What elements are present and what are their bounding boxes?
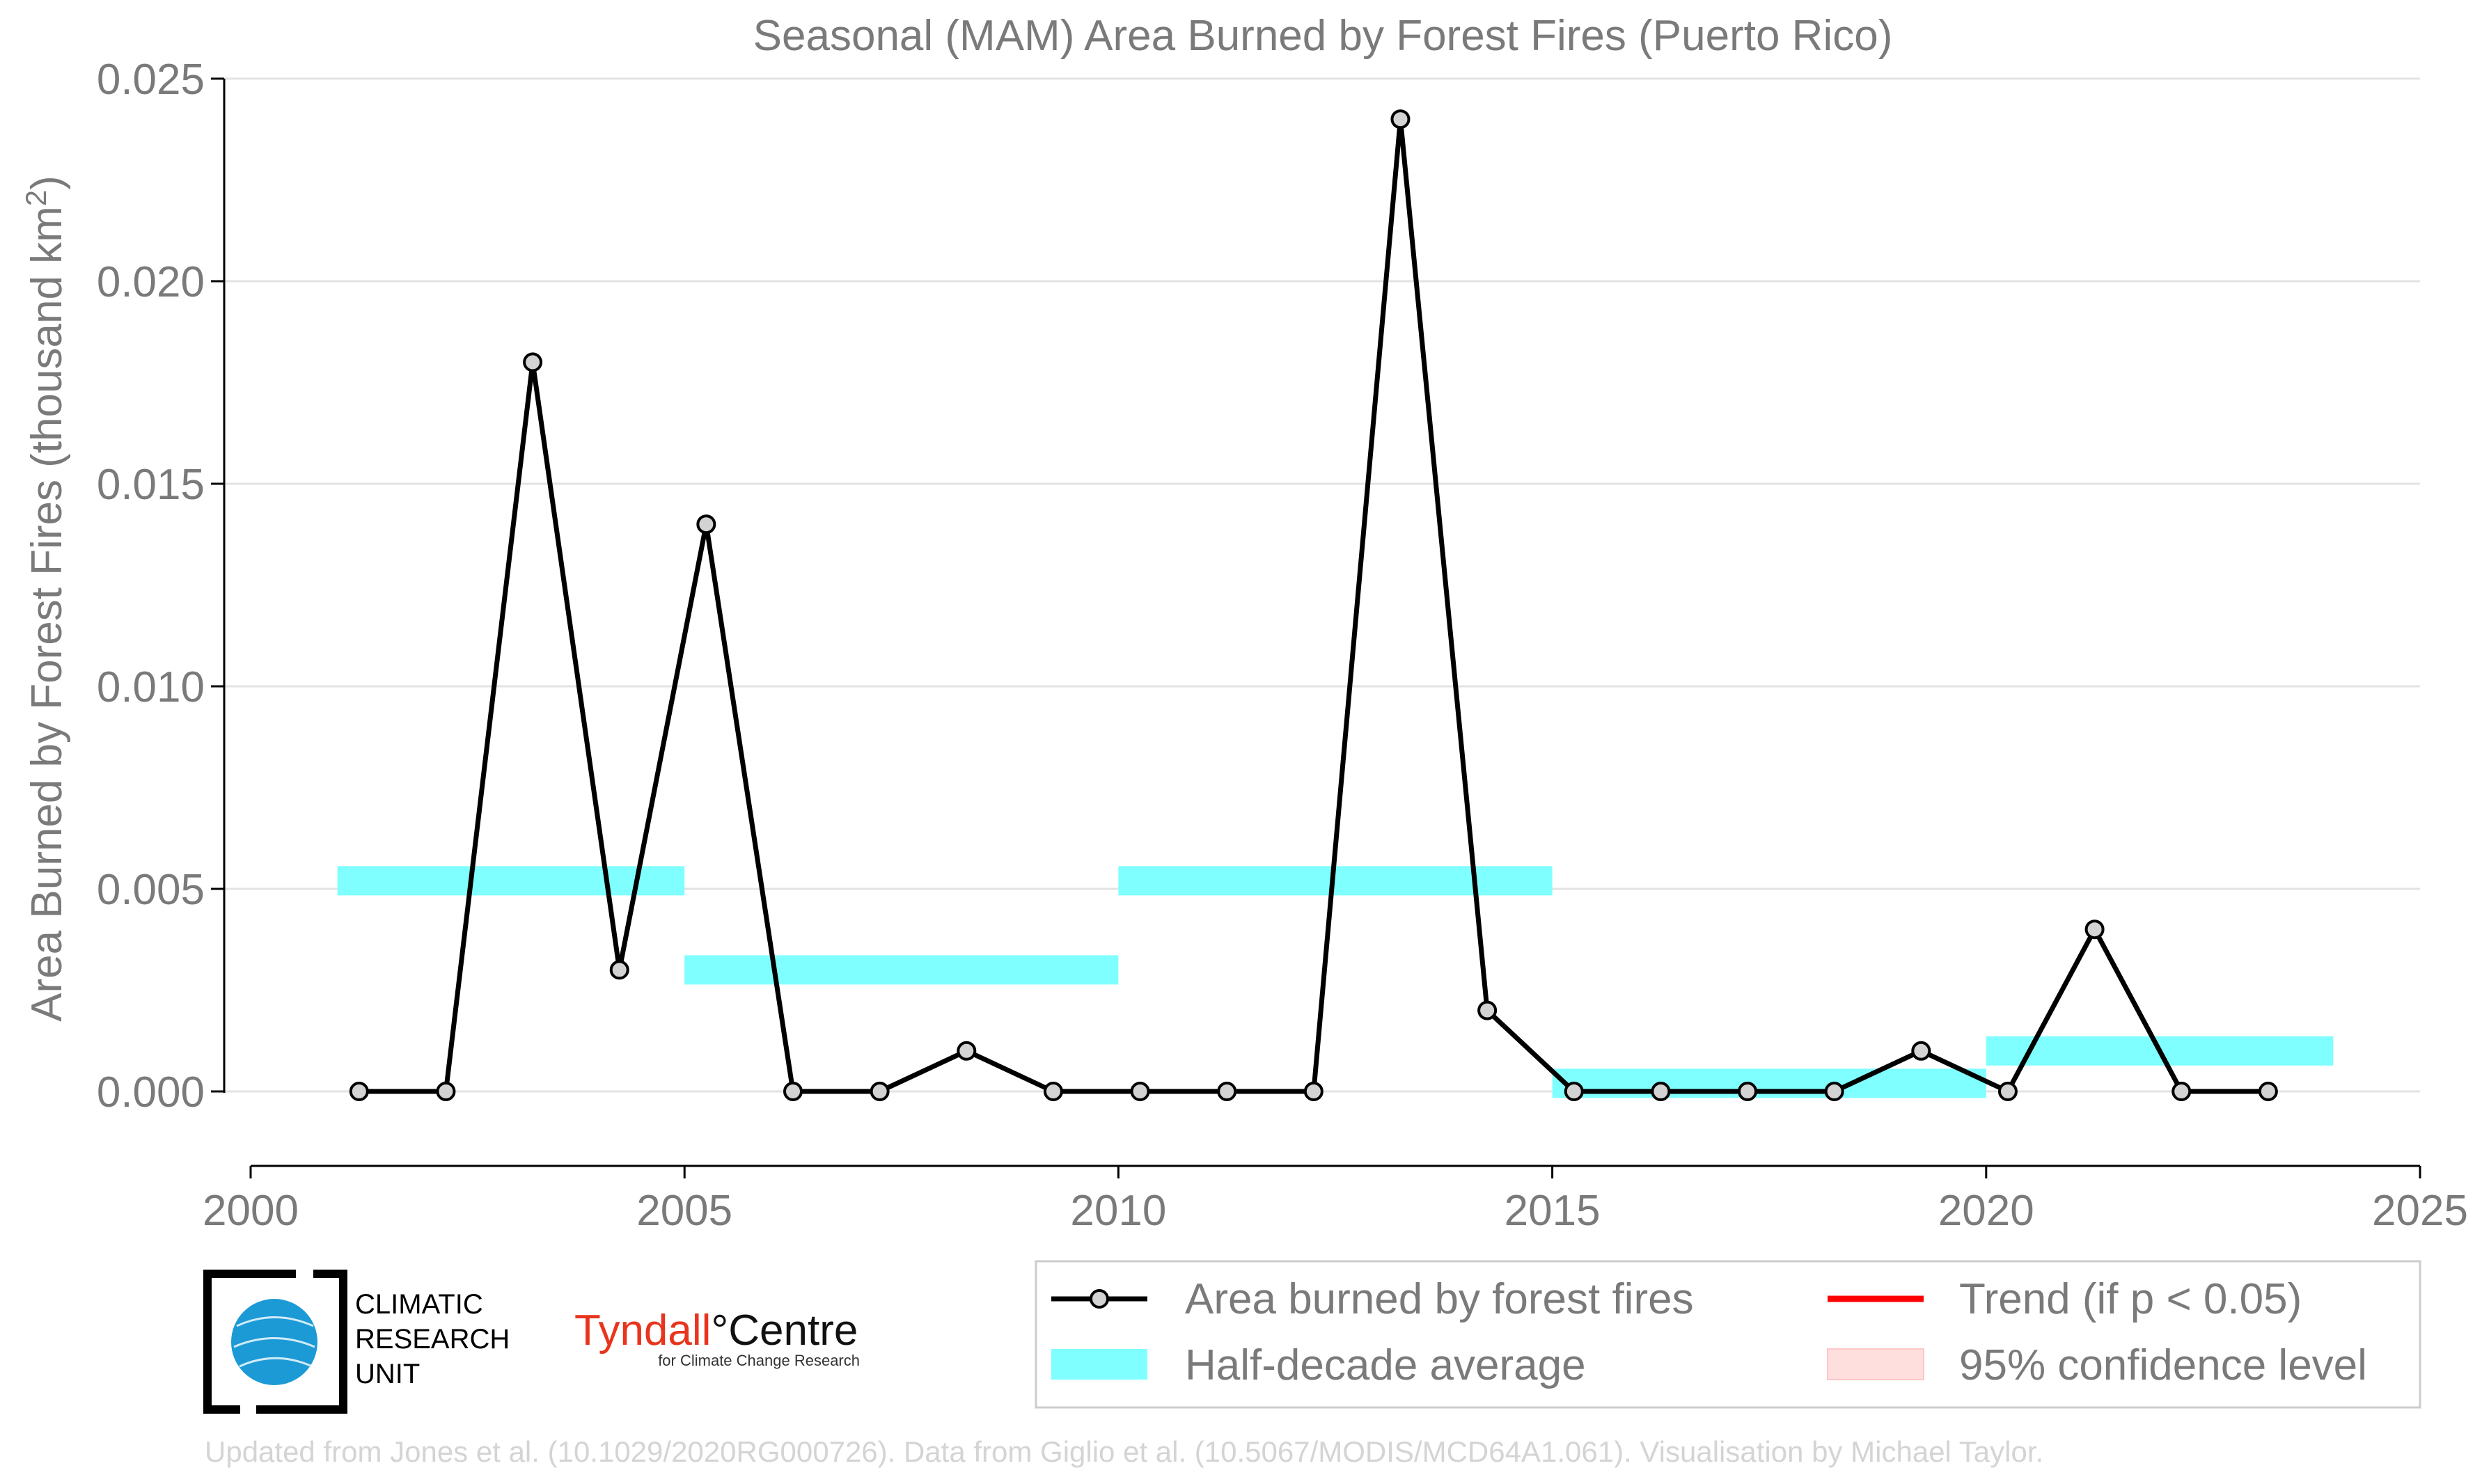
y-tick-label-3: 0.015: [97, 461, 205, 509]
data-point-21: [2171, 1082, 2192, 1101]
x-axis-ticks: 2000 2005 2010 2015 2020 2025: [203, 1166, 2468, 1235]
data-point-4: [696, 514, 716, 535]
y-axis-label-close: ): [23, 175, 71, 190]
legend-swatch-half-decade: [1051, 1349, 1147, 1380]
y-axis-label-main: Area Burned by Forest Fires (thousand km: [23, 206, 71, 1022]
legend-label-trend: Trend (if p < 0.05): [1959, 1275, 2302, 1323]
data-point-12: [1390, 109, 1411, 129]
data-point-20: [2084, 919, 2105, 940]
y-axis-label: Area Burned by Forest Fires (thousand km…: [19, 175, 71, 1022]
half-decade-bands: [337, 866, 2334, 1098]
y-tick-label-5: 0.025: [97, 56, 205, 104]
data-point-3: [609, 960, 629, 980]
y-tick-label-2: 0.010: [97, 663, 205, 711]
chart-title: Seasonal (MAM) Area Burned by Forest Fir…: [753, 12, 1893, 60]
x-tick-label-1: 2005: [636, 1187, 732, 1235]
data-point-17: [1824, 1082, 1844, 1101]
legend-label-half-decade: Half-decade average: [1185, 1341, 1586, 1389]
y-tick-label-0: 0.000: [97, 1068, 205, 1116]
tyndall-logo-word: Tyndall: [574, 1307, 711, 1355]
data-point-0: [349, 1082, 369, 1101]
x-tick-label-0: 2000: [203, 1187, 299, 1235]
data-point-13: [1477, 1000, 1498, 1020]
data-point-9: [1130, 1082, 1150, 1101]
y-axis-ticks: 0.000 0.005 0.010 0.015 0.020 0.025: [97, 56, 224, 1116]
data-point-1: [436, 1082, 456, 1101]
tyndall-logo: Tyndall°Centre for Climate Change Resear…: [574, 1307, 860, 1369]
x-tick-label-2: 2010: [1070, 1187, 1166, 1235]
legend-swatch-marker: [1090, 1289, 1109, 1309]
x-tick-label-4: 2020: [1938, 1187, 2034, 1235]
data-point-2: [523, 352, 543, 372]
cru-logo: CLIMATIC RESEARCH UNIT: [203, 1270, 510, 1414]
tyndall-logo-text: Tyndall°Centre: [574, 1307, 858, 1355]
data-point-6: [870, 1082, 890, 1101]
tyndall-logo-centre: °Centre: [711, 1307, 858, 1355]
data-point-8: [1043, 1082, 1063, 1101]
x-tick-label-5: 2025: [2372, 1187, 2468, 1235]
x-tick-label-3: 2015: [1505, 1187, 1601, 1235]
data-point-16: [1738, 1082, 1758, 1101]
half-decade-band-1: [684, 955, 1119, 985]
y-tick-label-1: 0.005: [97, 866, 205, 914]
cru-logo-frame-right: [256, 1270, 347, 1414]
tyndall-logo-subtitle: for Climate Change Research: [658, 1352, 860, 1369]
legend-label-area: Area burned by forest fires: [1185, 1275, 1694, 1323]
credit-line: Updated from Jones et al. (10.1029/2020R…: [205, 1435, 2043, 1468]
data-point-18: [1911, 1041, 1931, 1061]
series-line: [359, 116, 2268, 1094]
series-area-burned: [349, 109, 2278, 1101]
cru-logo-line-2: RESEARCH: [355, 1324, 510, 1355]
cru-logo-line-3: UNIT: [355, 1359, 420, 1389]
data-point-7: [957, 1041, 977, 1061]
y-axis-label-superscript: 2: [19, 190, 52, 206]
cru-logo-frame-left: [203, 1270, 296, 1414]
legend-swatch-confidence: [1827, 1348, 1924, 1380]
data-point-14: [1564, 1082, 1584, 1101]
data-point-11: [1303, 1082, 1324, 1101]
data-point-5: [783, 1082, 803, 1101]
data-point-15: [1651, 1082, 1671, 1101]
cru-logo-line-1: CLIMATIC: [355, 1289, 483, 1320]
half-decade-band-0: [337, 866, 685, 896]
data-point-10: [1217, 1082, 1237, 1101]
y-tick-label-4: 0.020: [97, 258, 205, 306]
legend: Area burned by forest fires Trend (if p …: [1035, 1260, 2421, 1409]
legend-box: [1035, 1260, 2421, 1409]
globe-icon-lines: [233, 1316, 315, 1368]
legend-label-confidence: 95% confidence level: [1959, 1341, 2367, 1389]
data-point-22: [2258, 1082, 2278, 1101]
data-point-19: [1997, 1082, 2018, 1101]
